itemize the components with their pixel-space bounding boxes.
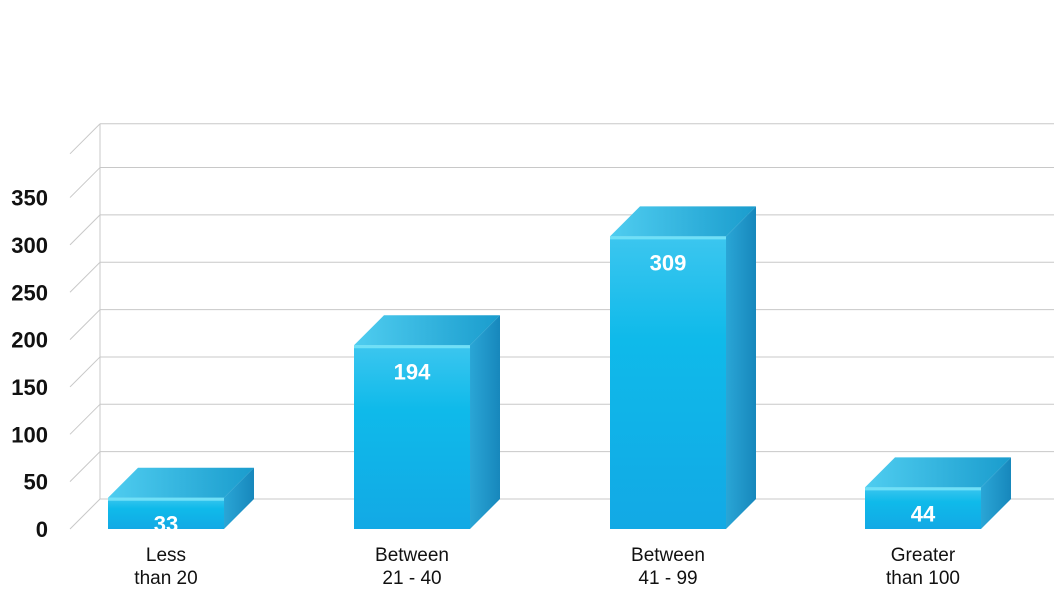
bar-3: 44 (865, 457, 1011, 529)
bar-front (354, 345, 470, 529)
y-tick-label: 0 (36, 517, 48, 542)
gridline-wall (69, 451, 101, 483)
y-tick-label: 50 (24, 470, 48, 495)
gridline-wall (69, 403, 101, 435)
y-tick-label: 250 (11, 280, 48, 305)
axis-layer: 0 50 100 150 200 250 300 350 (11, 186, 48, 542)
bar-front (865, 487, 981, 529)
gridline-wall (69, 309, 101, 340)
y-tick-label: 300 (11, 233, 48, 258)
gridline-wall (69, 123, 101, 155)
bar-side (224, 467, 254, 529)
gridline-wall (69, 356, 101, 388)
bar-0: 33 (108, 467, 254, 537)
bar-2: 309 (610, 206, 756, 529)
gridline-wall (69, 261, 101, 293)
bar-front (108, 497, 224, 529)
data-label: 33 (154, 512, 178, 537)
data-label: 309 (650, 250, 687, 275)
bar-top (610, 206, 756, 237)
bar-front (610, 236, 726, 529)
x-axis-labels: Less than 20 Between 21 - 40 Between 41 - 99 G… (134, 545, 960, 589)
x-tick-label: Greater than 100 (886, 545, 960, 589)
bar-side (726, 206, 756, 529)
bar-top (865, 457, 1011, 488)
x-tick-label: Less than 20 (134, 545, 197, 589)
bar-1: 194 (354, 315, 500, 529)
y-tick-label: 200 (11, 328, 48, 353)
bars-layer: 33 194 309 44 (108, 206, 1011, 537)
y-tick-label: 150 (11, 375, 48, 400)
data-label: 194 (394, 359, 431, 384)
bar-side (470, 315, 500, 529)
y-tick-label: 100 (11, 422, 48, 447)
y-tick-label: 350 (11, 186, 48, 211)
grid-layer (69, 123, 1054, 530)
gridline-wall (69, 214, 101, 246)
bar-side (981, 457, 1011, 529)
gridline-wall (69, 498, 101, 530)
bar-top (108, 467, 254, 498)
gridline-wall (69, 167, 101, 198)
data-label: 44 (911, 501, 936, 526)
bar-top (354, 315, 500, 346)
x-tick-label: Between 21 - 40 (375, 545, 449, 589)
x-tick-label: Between 41 - 99 (631, 545, 705, 589)
